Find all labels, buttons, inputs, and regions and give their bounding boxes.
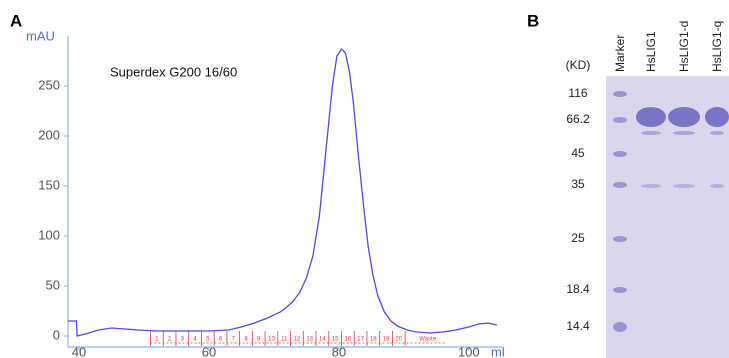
fraction-label: 15 — [332, 337, 339, 343]
fraction-label: 4 — [193, 337, 197, 343]
faint-band — [673, 131, 695, 135]
x-tick-label: 60 — [202, 344, 216, 358]
y-tick-label: 100 — [38, 227, 60, 242]
x-tick-label: 40 — [72, 344, 86, 358]
marker-label: 35 — [571, 177, 585, 191]
marker-band — [613, 182, 627, 188]
chromatogram-line — [68, 49, 497, 336]
fraction-label: 9 — [257, 337, 261, 343]
marker-label: 18.4 — [566, 282, 590, 296]
marker-band — [613, 91, 627, 97]
marker-band — [613, 117, 627, 123]
unit-label: (KD) — [566, 58, 591, 72]
lane-label: HsLIG1-d — [677, 21, 691, 72]
y-axis-label: mAU — [26, 28, 55, 43]
x-tick-label: 80 — [332, 344, 346, 358]
fraction-label: 12 — [294, 337, 301, 343]
faint-band — [710, 184, 724, 188]
marker-label: 66.2 — [566, 112, 590, 126]
marker-label: 14.4 — [566, 319, 590, 333]
y-tick-label: 200 — [38, 127, 60, 142]
fraction-label: 5 — [206, 337, 210, 343]
x-tick-label: 100 — [458, 344, 480, 358]
y-tick-label: 0 — [53, 327, 60, 342]
fraction-label: 7 — [232, 337, 236, 343]
faint-band — [673, 184, 695, 188]
y-tick-label: 150 — [38, 177, 60, 192]
lane-label: Marker — [613, 35, 627, 72]
protein-band — [636, 107, 666, 127]
marker-band — [613, 236, 627, 242]
lane-label: HsLIG1-q — [710, 21, 724, 72]
fraction-label: 13 — [306, 337, 313, 343]
marker-band — [613, 322, 627, 332]
y-tick-label: 50 — [46, 277, 60, 292]
marker-label: 116 — [568, 86, 587, 100]
fraction-label: 18 — [370, 337, 377, 343]
figure: A B mAU ml Superdex G200 16/60 (KD) 0501… — [0, 0, 729, 358]
fraction-label: 16 — [345, 337, 352, 343]
marker-label: 25 — [571, 231, 585, 245]
fraction-label: 2 — [168, 337, 172, 343]
fraction-label: Waste — [419, 337, 436, 343]
faint-band — [641, 131, 661, 135]
marker-band — [613, 151, 627, 157]
fraction-label: 1 — [155, 337, 159, 343]
protein-band — [705, 107, 729, 127]
fraction-label: 14 — [319, 337, 326, 343]
protein-band — [668, 107, 700, 127]
fraction-label: 6 — [219, 337, 223, 343]
faint-band — [710, 131, 724, 135]
marker-label: 45 — [571, 146, 585, 160]
fraction-label: 19 — [383, 337, 390, 343]
y-tick-label: 250 — [38, 77, 60, 92]
fraction-label: 11 — [281, 337, 288, 343]
annotation: Superdex G200 16/60 — [110, 64, 237, 79]
marker-band — [613, 287, 627, 293]
panel-label: B — [527, 11, 539, 30]
fraction-label: 8 — [244, 337, 248, 343]
fraction-label: 17 — [357, 337, 364, 343]
faint-band — [641, 184, 661, 188]
lane-label: HsLIG1 — [644, 31, 658, 72]
fraction-label: 3 — [181, 337, 185, 343]
fraction-label: 20 — [395, 337, 402, 343]
panel-label: A — [10, 11, 22, 30]
fraction-label: 10 — [268, 337, 275, 343]
